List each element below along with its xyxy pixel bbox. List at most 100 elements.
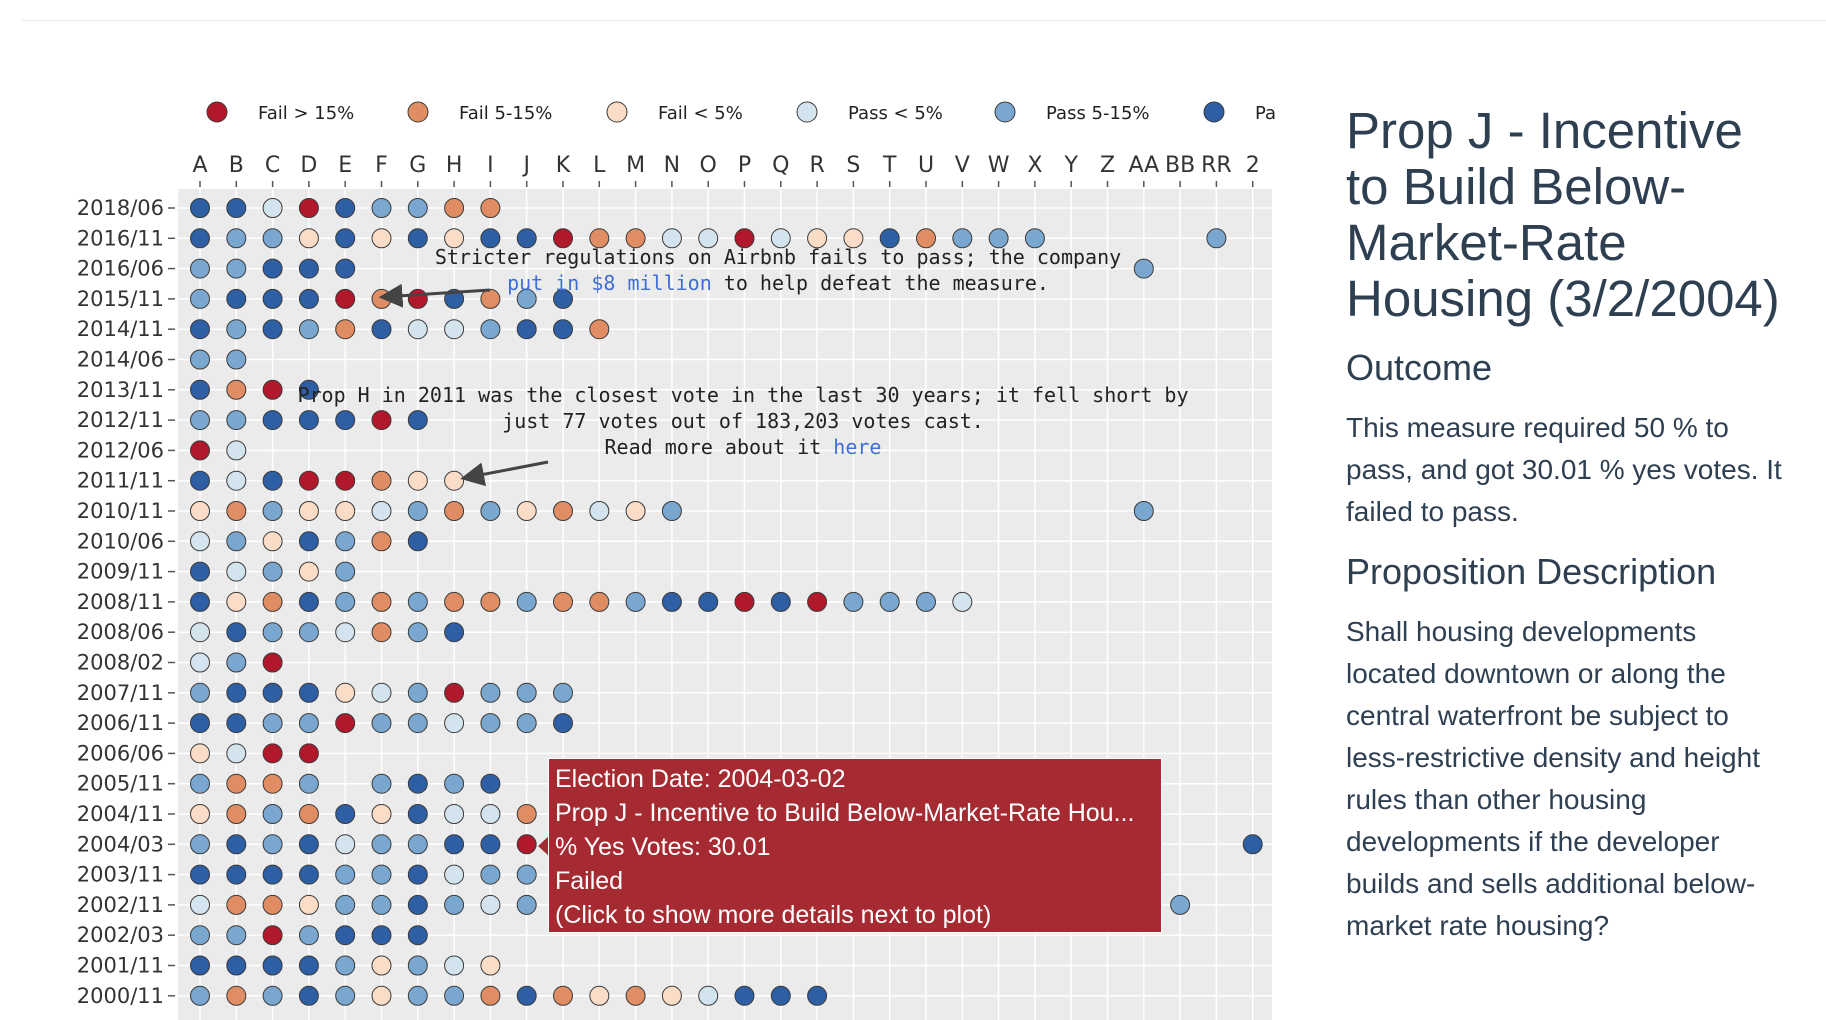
data-point[interactable] [480,955,501,976]
data-point[interactable] [407,288,428,309]
data-point[interactable] [190,985,210,1006]
data-point[interactable] [952,228,973,249]
data-point[interactable] [262,561,283,582]
data-point[interactable] [480,319,501,340]
data-point[interactable] [444,804,465,824]
data-point[interactable] [407,622,428,643]
data-point[interactable] [335,804,356,824]
data-point[interactable] [298,773,319,794]
data-point[interactable] [407,864,428,885]
data-point[interactable] [190,713,210,734]
data-point[interactable] [226,561,247,582]
data-point[interactable] [553,591,573,612]
data-point[interactable] [444,894,465,915]
data-point[interactable] [335,622,356,643]
data-point[interactable] [480,501,501,521]
data-point[interactable] [480,591,501,612]
legend-label[interactable]: Fail 5-15% [459,103,552,124]
data-point[interactable] [262,864,283,885]
data-point[interactable] [371,198,392,218]
data-point[interactable] [190,622,210,643]
data-point[interactable] [371,804,392,824]
data-point[interactable] [407,985,428,1006]
data-point[interactable] [335,470,356,491]
data-point[interactable] [226,713,247,734]
data-point[interactable] [262,925,283,946]
data-point[interactable] [589,591,610,612]
data-point[interactable] [298,743,319,764]
data-point[interactable] [226,228,247,249]
data-point[interactable] [298,591,319,612]
legend-label[interactable]: Pass < 5% [848,103,943,124]
data-point[interactable] [298,894,319,915]
data-point[interactable] [371,410,392,431]
data-point[interactable] [407,228,428,249]
data-point[interactable] [371,864,392,885]
data-point[interactable] [226,288,247,309]
data-point[interactable] [988,228,1009,249]
data-point[interactable] [407,682,428,703]
legend-marker[interactable] [206,101,228,123]
data-point[interactable] [407,834,428,855]
data-point[interactable] [407,713,428,734]
data-point[interactable] [371,501,392,521]
data-point[interactable] [444,622,465,643]
data-point[interactable] [698,591,719,612]
data-point[interactable] [480,804,501,824]
data-point[interactable] [407,319,428,340]
data-point[interactable] [226,743,247,764]
data-point[interactable] [371,773,392,794]
data-point[interactable] [589,985,610,1006]
data-point[interactable] [335,228,356,249]
data-point[interactable] [516,501,537,521]
data-point[interactable] [807,228,828,249]
data-point[interactable] [698,985,719,1006]
data-point[interactable] [190,470,210,491]
data-point[interactable] [553,501,573,521]
data-point[interactable] [1170,894,1191,915]
legend-label[interactable]: Fail < 5% [658,103,743,124]
data-point[interactable] [480,228,501,249]
data-point[interactable] [190,561,210,582]
data-point[interactable] [371,955,392,976]
data-point[interactable] [553,985,573,1006]
data-point[interactable] [407,955,428,976]
data-point[interactable] [335,955,356,976]
legend-marker[interactable] [994,101,1016,123]
data-point[interactable] [407,591,428,612]
data-point[interactable] [480,773,501,794]
data-point[interactable] [298,319,319,340]
data-point[interactable] [625,501,646,521]
data-point[interactable] [190,804,210,824]
data-point[interactable] [262,531,283,552]
data-point[interactable] [407,501,428,521]
data-point[interactable] [262,228,283,249]
data-point[interactable] [262,319,283,340]
data-point[interactable] [190,531,210,552]
data-point[interactable] [190,349,210,370]
data-point[interactable] [480,713,501,734]
data-point[interactable] [262,501,283,521]
data-point[interactable] [553,288,573,309]
data-point[interactable] [262,985,283,1006]
data-point[interactable] [226,440,247,461]
data-point[interactable] [226,834,247,855]
data-point[interactable] [444,319,465,340]
data-point[interactable] [1242,834,1263,855]
data-point[interactable] [516,894,537,915]
data-point[interactable] [262,622,283,643]
data-point[interactable] [226,894,247,915]
data-point[interactable] [807,985,828,1006]
data-point[interactable] [1206,228,1227,249]
data-point[interactable] [734,228,755,249]
data-point[interactable] [298,682,319,703]
data-point[interactable] [553,713,573,734]
data-point[interactable] [262,894,283,915]
data-point[interactable] [226,470,247,491]
data-point[interactable] [298,258,319,279]
data-point[interactable] [190,894,210,915]
data-point[interactable] [226,955,247,976]
data-point[interactable] [516,682,537,703]
data-point[interactable] [516,864,537,885]
annotation-proph-link[interactable]: here [833,435,881,459]
